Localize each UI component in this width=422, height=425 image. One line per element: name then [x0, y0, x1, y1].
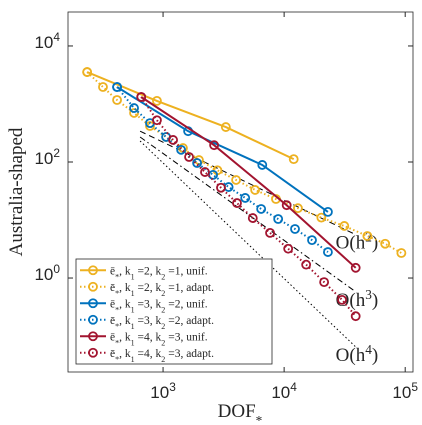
marker	[350, 262, 361, 273]
marker	[209, 140, 220, 151]
marker	[396, 248, 407, 258]
marker	[220, 122, 231, 132]
marker	[362, 231, 373, 241]
y-tick-label: 102	[34, 146, 60, 168]
series-line	[140, 96, 357, 269]
legend-marker	[88, 314, 98, 325]
reference-label: O(h4)	[336, 341, 379, 366]
marker	[350, 311, 361, 322]
legend-label: ē*, k1 =4, k2 =3, unif.	[110, 331, 208, 347]
x-axis-label: DOF*	[218, 401, 263, 425]
marker	[380, 238, 391, 249]
marker	[281, 200, 292, 211]
marker	[323, 247, 333, 257]
reference-label: O(h3)	[336, 286, 379, 311]
legend-marker	[88, 347, 98, 358]
marker	[112, 95, 122, 105]
marker	[136, 92, 147, 102]
x-tick-label: 104	[271, 380, 297, 402]
marker	[129, 103, 139, 113]
marker	[200, 167, 210, 177]
legend-label: ē*, k1 =2, k2 =1, unif.	[110, 265, 208, 281]
marker	[82, 67, 93, 77]
marker	[319, 277, 330, 288]
marker	[323, 206, 333, 217]
marker	[192, 158, 202, 168]
series-line	[116, 86, 329, 213]
reference-line	[139, 140, 357, 348]
marker	[337, 294, 347, 305]
legend-label: ē*, k1 =3, k2 =2, unif.	[110, 298, 208, 314]
marker	[265, 227, 275, 238]
marker	[231, 175, 241, 185]
marker	[98, 82, 108, 92]
y-tick-label: 104	[34, 30, 60, 52]
legend-label: ē*, k1 =3, k2 =2, adapt.	[110, 315, 214, 331]
marker	[288, 154, 299, 165]
marker	[283, 243, 294, 254]
marker	[152, 96, 162, 106]
legend-box	[75, 258, 273, 365]
y-tick-label: 100	[34, 262, 60, 284]
marker	[307, 235, 317, 246]
marker	[339, 221, 350, 231]
marker	[232, 198, 242, 208]
reference-label: O(h2)	[336, 229, 379, 254]
marker	[168, 135, 178, 145]
marker	[247, 213, 258, 223]
marker	[316, 212, 327, 223]
legend-marker	[88, 298, 98, 309]
legend-label: ē*, k1 =4, k2 =3, adapt.	[110, 348, 214, 364]
legend-marker	[88, 265, 98, 276]
marker	[256, 204, 267, 214]
marker	[301, 259, 312, 270]
marker	[293, 203, 303, 214]
reference-line	[139, 136, 356, 293]
marker	[112, 82, 122, 92]
marker	[184, 152, 194, 162]
marker	[152, 115, 162, 126]
x-tick-label: 105	[392, 380, 418, 402]
marker	[176, 144, 187, 155]
legend-label: ē*, k1 =2, k2 =1, adapt.	[110, 282, 214, 298]
series-line	[86, 71, 295, 161]
marker	[290, 224, 300, 234]
marker	[250, 185, 261, 195]
marker	[257, 160, 268, 170]
marker	[240, 193, 251, 203]
legend-marker	[88, 281, 98, 292]
x-tick-label: 103	[150, 380, 176, 402]
marker	[216, 182, 226, 193]
marker	[273, 214, 284, 224]
y-axis-label: Australia-shaped	[6, 127, 27, 256]
legend-marker	[88, 331, 98, 342]
